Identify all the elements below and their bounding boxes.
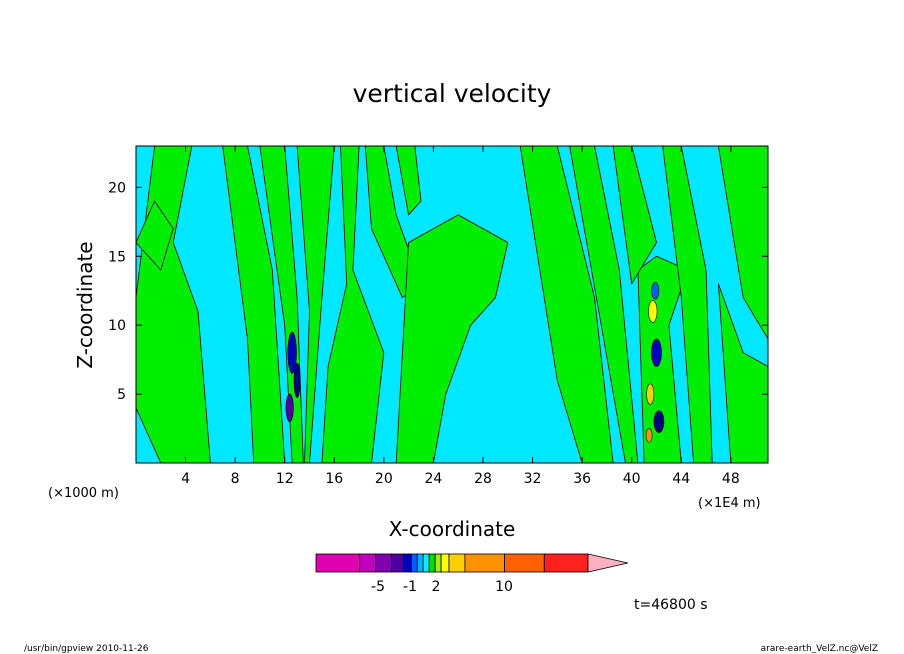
velocity-core bbox=[645, 428, 653, 443]
x-tick-label: 28 bbox=[474, 471, 492, 487]
colorbar-segment bbox=[410, 553, 418, 573]
x-tick-label: 48 bbox=[722, 471, 740, 487]
velocity-core bbox=[648, 300, 658, 323]
colorbar-segment bbox=[359, 553, 377, 573]
x-unit-right: (×1E4 m) bbox=[698, 496, 761, 511]
y-tick-label: 20 bbox=[108, 180, 126, 196]
y-tick-label: 10 bbox=[108, 318, 126, 334]
footer-right: arare-earth_VelZ.nc@VelZ bbox=[761, 644, 878, 654]
x-tick-label: 24 bbox=[424, 471, 442, 487]
updraft-band bbox=[321, 146, 385, 463]
velocity-core bbox=[653, 410, 665, 433]
convective-cores bbox=[285, 282, 665, 443]
updraft-band bbox=[718, 283, 768, 463]
y-axis-ticks: 5 10 15 20 bbox=[108, 180, 768, 403]
colorbar-segment bbox=[402, 553, 412, 573]
chart-title: vertical velocity bbox=[353, 79, 552, 108]
updraft-band bbox=[569, 146, 639, 463]
colorbar-segment bbox=[434, 553, 442, 573]
y-tick-label: 5 bbox=[117, 387, 126, 403]
x-tick-label: 44 bbox=[672, 471, 690, 487]
x-axis-title: X-coordinate bbox=[389, 517, 516, 541]
updraft-band bbox=[136, 200, 174, 271]
x-tick-label: 4 bbox=[181, 471, 190, 487]
colorbar-segment bbox=[504, 553, 545, 573]
colorbar-segment bbox=[422, 553, 430, 573]
updraft-band bbox=[395, 214, 509, 463]
time-label: t=46800 s bbox=[634, 597, 708, 613]
colorbar-segment bbox=[315, 553, 361, 573]
colorbar-segment bbox=[375, 553, 392, 573]
colorbar-label: 10 bbox=[495, 579, 513, 595]
updraft-band bbox=[519, 146, 614, 463]
updraft-band bbox=[612, 146, 657, 285]
velocity-core bbox=[651, 282, 660, 300]
x-tick-label: 8 bbox=[231, 471, 240, 487]
updraft-band bbox=[259, 146, 304, 463]
updraft-band bbox=[395, 146, 422, 216]
colorbar-label: -1 bbox=[403, 579, 417, 595]
x-axis-ticks: 4 8 12 16 20 24 28 32 36 40 44 48 bbox=[181, 146, 740, 487]
x-tick-label: 12 bbox=[276, 471, 294, 487]
updraft-band bbox=[662, 146, 713, 463]
colorbar-segment bbox=[440, 553, 450, 573]
x-tick-label: 32 bbox=[524, 471, 542, 487]
colorbar-segment bbox=[448, 553, 466, 573]
colorbar-segment bbox=[464, 553, 505, 573]
y-axis-title: Z-coordinate bbox=[73, 241, 97, 368]
updraft-bands bbox=[136, 146, 768, 463]
velocity-core bbox=[651, 338, 662, 367]
plot-area bbox=[136, 146, 768, 463]
plot-frame bbox=[135, 145, 769, 464]
x-tick-label: 20 bbox=[375, 471, 393, 487]
colorbar-extension bbox=[587, 553, 629, 573]
footer-left: /usr/bin/gpview 2010-11-26 bbox=[24, 644, 149, 654]
x-tick-label: 16 bbox=[325, 471, 343, 487]
colorbar-segment bbox=[390, 553, 404, 573]
x-unit-left: (×1000 m) bbox=[48, 486, 119, 501]
velocity-core bbox=[285, 393, 294, 422]
colorbar-label: 2 bbox=[432, 579, 441, 595]
y-tick-label: 15 bbox=[108, 249, 126, 265]
updraft-band bbox=[693, 146, 768, 340]
velocity-core bbox=[287, 331, 297, 374]
updraft-band bbox=[296, 146, 335, 463]
colorbar-segment bbox=[416, 553, 424, 573]
velocity-core bbox=[293, 362, 301, 398]
colorbar-segment bbox=[428, 553, 436, 573]
colorbar-segment bbox=[543, 553, 589, 573]
x-tick-label: 36 bbox=[573, 471, 591, 487]
x-tick-label: 40 bbox=[623, 471, 641, 487]
colorbar-label: -5 bbox=[371, 579, 385, 595]
colorbar: -5 -1 2 10 bbox=[315, 553, 629, 595]
updraft-band bbox=[222, 146, 286, 463]
velocity-core bbox=[646, 383, 655, 405]
